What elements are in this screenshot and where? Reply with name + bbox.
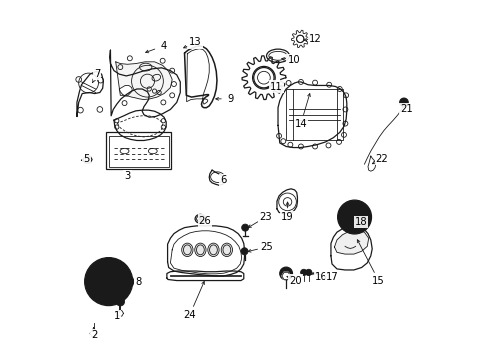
Polygon shape [184, 46, 217, 108]
Circle shape [241, 248, 247, 255]
Text: 5: 5 [83, 154, 89, 164]
Polygon shape [114, 110, 166, 140]
Text: 21: 21 [400, 104, 412, 114]
Text: 4: 4 [160, 41, 166, 51]
Text: 25: 25 [260, 242, 272, 252]
Polygon shape [90, 330, 97, 337]
Text: 20: 20 [289, 275, 302, 285]
Circle shape [116, 297, 124, 306]
Polygon shape [119, 85, 132, 96]
Polygon shape [77, 71, 103, 117]
Ellipse shape [182, 243, 193, 257]
Polygon shape [209, 170, 225, 185]
Polygon shape [116, 62, 172, 100]
Ellipse shape [194, 243, 205, 257]
Text: 9: 9 [227, 94, 233, 104]
Polygon shape [330, 226, 371, 270]
Bar [106, 132, 171, 170]
Ellipse shape [221, 243, 232, 257]
Polygon shape [242, 56, 285, 100]
Text: 15: 15 [371, 275, 384, 285]
Text: 24: 24 [183, 310, 196, 320]
Text: 2: 2 [91, 330, 98, 340]
Polygon shape [167, 226, 244, 276]
Text: 6: 6 [220, 175, 226, 185]
Polygon shape [278, 82, 346, 148]
Text: 11: 11 [269, 81, 282, 91]
Polygon shape [117, 311, 123, 316]
Polygon shape [291, 30, 308, 48]
Polygon shape [166, 271, 244, 280]
Circle shape [399, 98, 407, 107]
Text: 14: 14 [294, 118, 306, 129]
Text: 19: 19 [281, 212, 293, 222]
Circle shape [279, 267, 292, 280]
Text: 1: 1 [113, 311, 120, 321]
Text: 26: 26 [198, 216, 211, 226]
Text: 13: 13 [188, 37, 201, 48]
Text: 8: 8 [135, 277, 142, 287]
Circle shape [300, 269, 306, 276]
Circle shape [305, 269, 311, 276]
Polygon shape [276, 189, 297, 213]
Bar [285, 89, 342, 140]
Text: 12: 12 [308, 34, 321, 44]
Polygon shape [81, 156, 92, 163]
Polygon shape [334, 230, 368, 254]
Circle shape [84, 258, 132, 306]
Circle shape [241, 224, 248, 231]
Polygon shape [367, 156, 375, 171]
Bar [108, 136, 168, 167]
Text: 18: 18 [354, 217, 366, 227]
Polygon shape [109, 50, 180, 117]
Text: 7: 7 [94, 69, 100, 79]
Polygon shape [281, 272, 290, 280]
Text: 16: 16 [314, 272, 327, 282]
Text: 22: 22 [375, 154, 387, 164]
Text: 23: 23 [259, 212, 271, 222]
Text: 17: 17 [325, 272, 338, 282]
Ellipse shape [195, 215, 205, 223]
Ellipse shape [207, 243, 219, 257]
Circle shape [121, 275, 133, 288]
Text: 10: 10 [287, 55, 300, 65]
Circle shape [337, 200, 371, 234]
Text: 3: 3 [124, 171, 130, 181]
